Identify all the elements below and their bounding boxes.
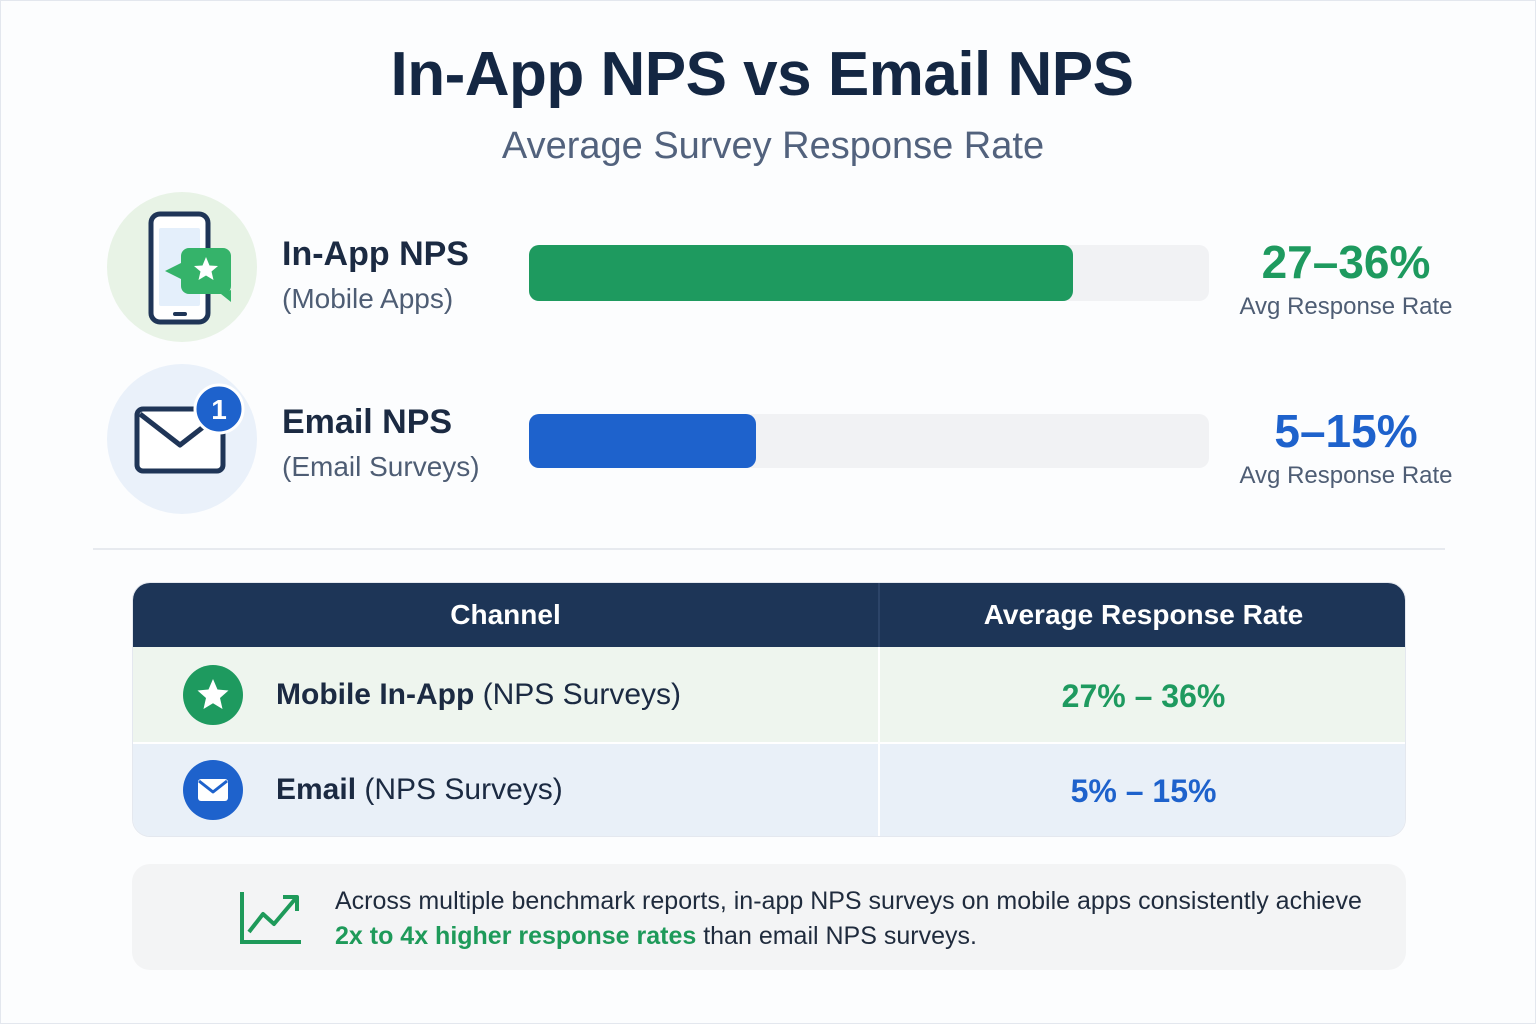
page-subtitle: Average Survey Response Rate (501, 125, 1045, 167)
email-bar (529, 414, 756, 468)
table-header: Channel Average Response Rate (133, 583, 1405, 647)
cell-separator (878, 744, 880, 836)
header-separator (878, 583, 880, 647)
email-range: 5–15% (1274, 405, 1418, 457)
in-app-bar-track (529, 245, 1209, 301)
in-app-range-caption: Avg Response Rate (1239, 293, 1453, 320)
table-row: Mobile In-App (NPS Surveys) 27% – 36% (133, 647, 1405, 742)
insight-text: Across multiple benchmark reports, in-ap… (335, 887, 1362, 950)
email-range-caption: Avg Response Rate (1239, 462, 1453, 489)
email-sublabel: (Email Surveys) (282, 451, 480, 482)
insight-highlight: 2x to 4x higher response rates (335, 922, 697, 950)
email-bar-track (529, 414, 1209, 468)
email-label: Email NPS (282, 403, 453, 441)
in-app-icon-circle (107, 192, 257, 342)
page-title: In-App NPS vs Email NPS (390, 40, 1134, 109)
row-rate-mobile: 27% – 36% (1061, 678, 1226, 714)
table-row: Email (NPS Surveys) 5% – 15% (133, 742, 1405, 836)
envelope-badge-icon: 1 (134, 383, 245, 474)
email-badge-count: 1 (211, 394, 227, 425)
row-channel-email: Email (NPS Surveys) (276, 773, 563, 806)
insight-note: Across multiple benchmark reports, in-ap… (132, 864, 1406, 970)
trending-up-icon (240, 892, 301, 944)
in-app-sublabel: (Mobile Apps) (282, 283, 454, 314)
row-channel-mobile: Mobile In-App (NPS Surveys) (276, 678, 682, 711)
in-app-range: 27–36% (1261, 236, 1431, 288)
email-icon-circle: 1 (107, 364, 257, 514)
comparison-table: Channel Average Response Rate Mobile In-… (132, 582, 1406, 837)
star-circle-icon (183, 665, 243, 725)
section-divider (93, 548, 1445, 550)
in-app-bar (529, 245, 1073, 301)
header-rate: Average Response Rate (983, 599, 1304, 630)
cell-separator (878, 647, 880, 742)
envelope-circle-icon (183, 760, 243, 820)
header-channel: Channel (450, 599, 561, 630)
in-app-label: In-App NPS (282, 235, 469, 273)
smartphone-star-icon (148, 211, 231, 325)
row-rate-email: 5% – 15% (1070, 773, 1217, 809)
